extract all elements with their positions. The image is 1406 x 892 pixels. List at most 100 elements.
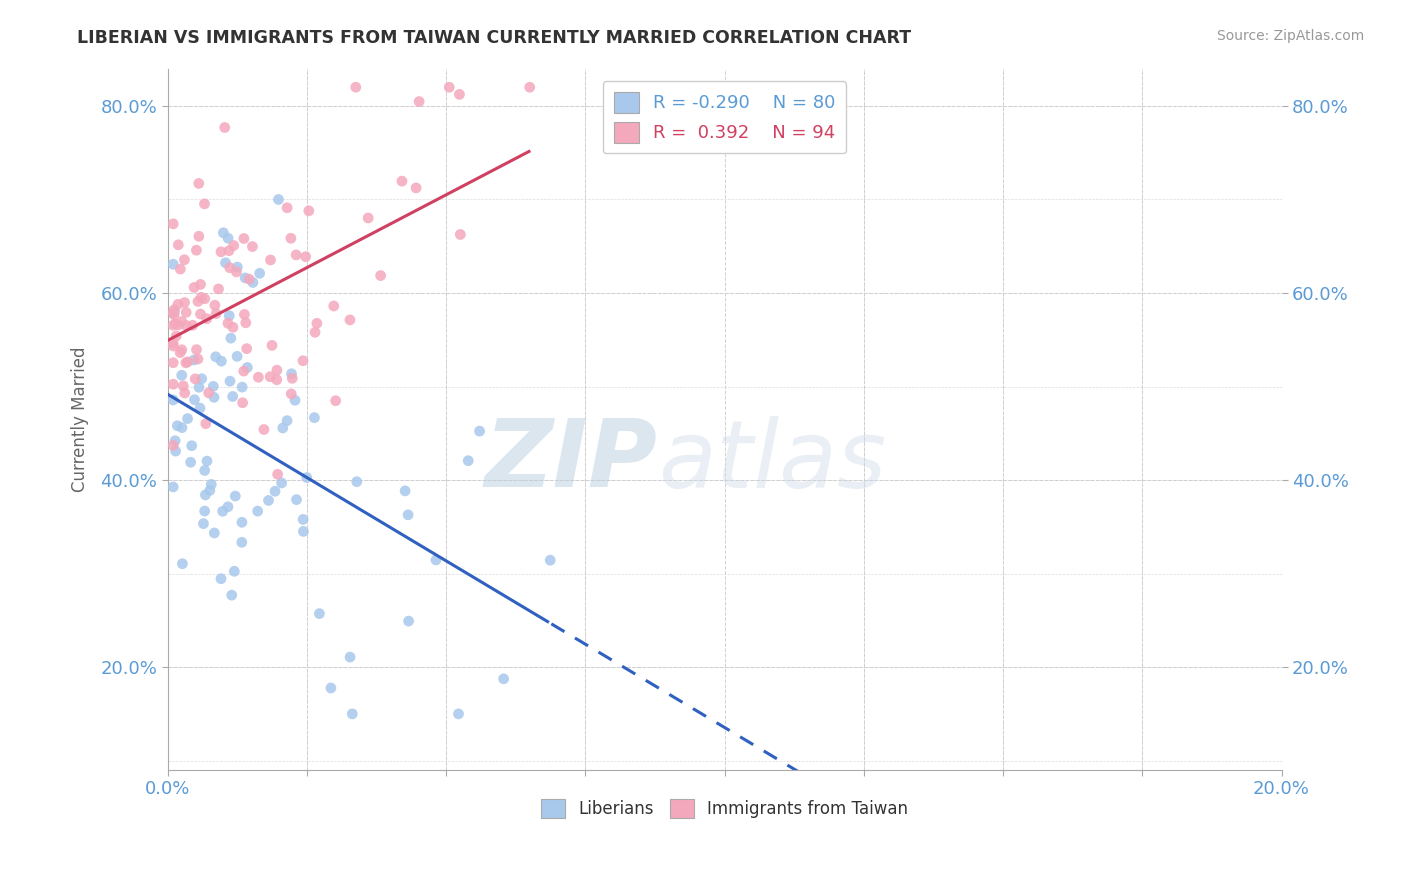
Point [194, 488, 217, 502]
Point [292, 524, 315, 539]
Point [162, 438, 184, 452]
Point [398, 614, 420, 628]
Point [219, 374, 242, 388]
Point [267, 193, 290, 207]
Point [231, 380, 253, 394]
Point [247, 370, 270, 384]
Point [187, 352, 209, 367]
Point [162, 377, 184, 392]
Point [342, 706, 364, 721]
Point [174, 356, 197, 370]
Point [285, 492, 308, 507]
Point [174, 318, 197, 333]
Point [425, 553, 447, 567]
Point [183, 280, 205, 294]
Point [218, 309, 240, 323]
Point [233, 271, 256, 285]
Point [224, 489, 246, 503]
Point [233, 308, 256, 322]
Point [181, 318, 204, 333]
Point [538, 553, 561, 567]
Point [209, 354, 232, 368]
Point [219, 331, 242, 345]
Point [232, 364, 254, 378]
Point [173, 252, 195, 267]
Point [184, 372, 207, 386]
Point [346, 475, 368, 489]
Point [249, 266, 271, 280]
Point [172, 557, 194, 571]
Point [322, 299, 344, 313]
Point [319, 681, 342, 695]
Point [259, 369, 281, 384]
Point [242, 276, 264, 290]
Point [207, 282, 229, 296]
Point [163, 302, 186, 317]
Point [276, 201, 298, 215]
Point [308, 607, 330, 621]
Point [173, 295, 195, 310]
Point [370, 268, 392, 283]
Point [190, 307, 212, 321]
Point [162, 336, 184, 351]
Point [271, 421, 294, 435]
Point [217, 500, 239, 514]
Point [167, 318, 190, 332]
Text: ZIP: ZIP [485, 416, 658, 508]
Point [468, 424, 491, 438]
Point [280, 367, 302, 381]
Point [266, 363, 288, 377]
Point [276, 414, 298, 428]
Point [187, 177, 209, 191]
Point [165, 434, 187, 448]
Point [224, 564, 246, 578]
Point [209, 244, 232, 259]
Point [187, 294, 209, 309]
Point [162, 318, 184, 333]
Point [260, 338, 283, 352]
Text: Source: ZipAtlas.com: Source: ZipAtlas.com [1216, 29, 1364, 44]
Point [231, 535, 253, 549]
Point [180, 439, 202, 453]
Point [190, 290, 212, 304]
Point [170, 368, 193, 383]
Point [285, 248, 308, 262]
Text: LIBERIAN VS IMMIGRANTS FROM TAIWAN CURRENTLY MARRIED CORRELATION CHART: LIBERIAN VS IMMIGRANTS FROM TAIWAN CURRE… [77, 29, 911, 47]
Point [238, 272, 260, 286]
Point [167, 297, 190, 311]
Point [447, 706, 470, 721]
Point [193, 516, 215, 531]
Point [170, 420, 193, 434]
Point [408, 95, 430, 109]
Point [449, 87, 471, 102]
Point [188, 401, 211, 416]
Point [235, 316, 257, 330]
Point [194, 504, 217, 518]
Point [190, 277, 212, 292]
Point [218, 244, 240, 258]
Point [492, 672, 515, 686]
Point [197, 385, 219, 400]
Point [204, 298, 226, 312]
Point [173, 386, 195, 401]
Point [176, 411, 198, 425]
Legend: Liberians, Immigrants from Taiwan: Liberians, Immigrants from Taiwan [534, 792, 914, 825]
Point [304, 410, 326, 425]
Point [162, 217, 184, 231]
Point [246, 504, 269, 518]
Point [186, 243, 208, 257]
Point [232, 231, 254, 245]
Point [195, 454, 218, 468]
Point [202, 379, 225, 393]
Point [166, 418, 188, 433]
Point [165, 329, 187, 343]
Point [165, 317, 187, 331]
Point [162, 480, 184, 494]
Point [231, 516, 253, 530]
Point [281, 371, 304, 385]
Point [357, 211, 380, 225]
Point [405, 181, 427, 195]
Point [222, 320, 245, 334]
Point [214, 120, 236, 135]
Point [253, 423, 276, 437]
